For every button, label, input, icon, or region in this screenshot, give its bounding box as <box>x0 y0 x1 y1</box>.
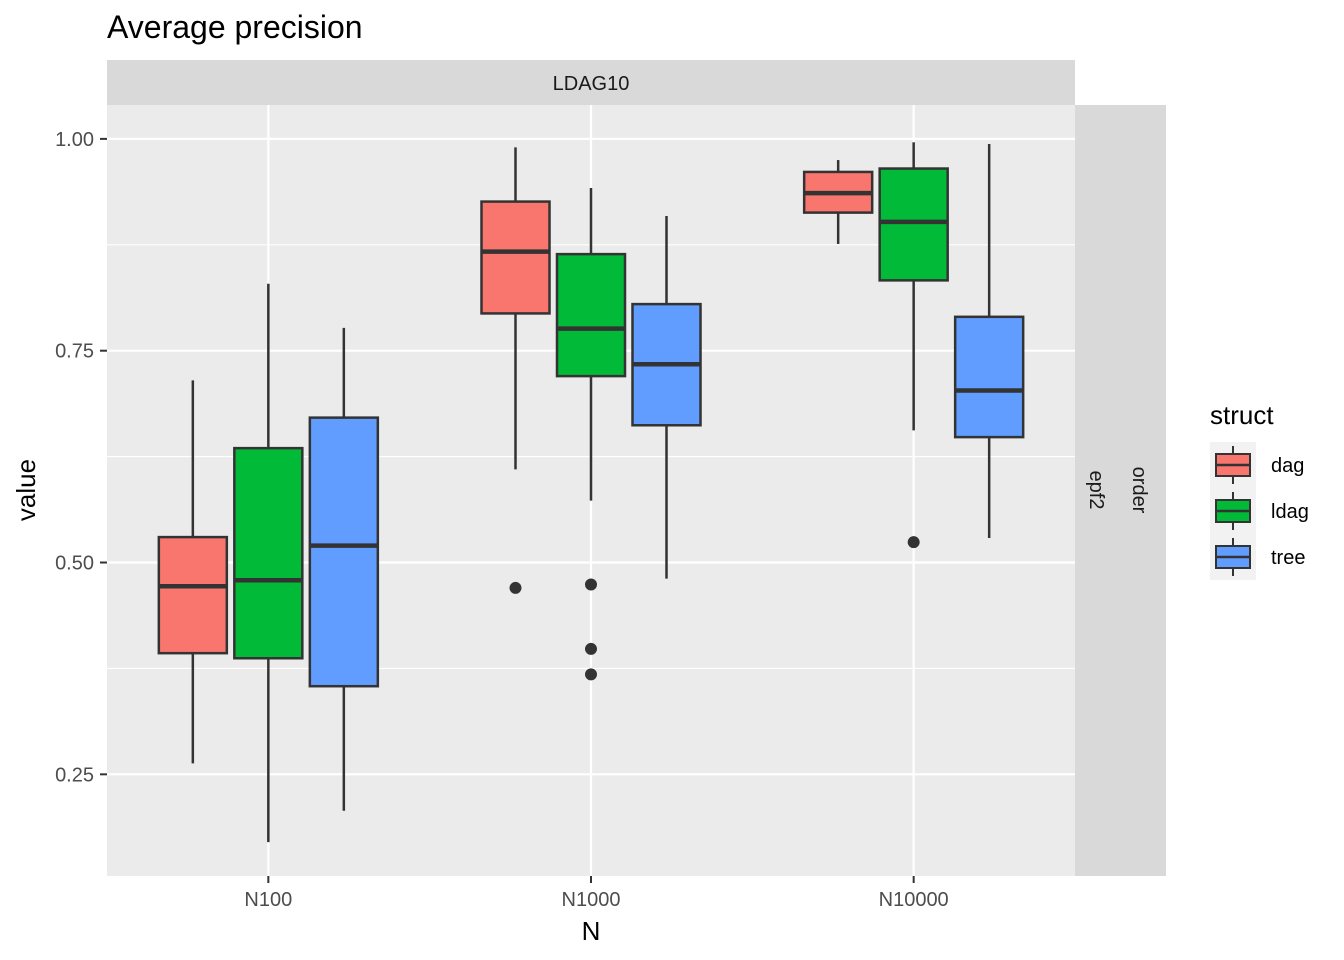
box-iqr <box>233 446 304 660</box>
y-tick-label: 0.25 <box>55 764 94 786</box>
box-dag-N10000 <box>802 160 874 244</box>
chart-title: Average precision <box>107 9 363 45</box>
outlier-point <box>907 536 920 549</box>
y-tick-label: 1.00 <box>55 129 94 151</box>
facet-strip-top-label: LDAG10 <box>553 73 630 95</box>
box-iqr <box>555 252 627 378</box>
x-tick-label: N10000 <box>879 889 949 911</box>
legend: dag ldag tree <box>1210 442 1309 580</box>
box-iqr <box>953 315 1025 439</box>
x-tick-label: N100 <box>244 889 292 911</box>
box-ldag-N100 <box>233 283 304 843</box>
box-tree-N10000 <box>953 143 1025 538</box>
x-tick-label: N1000 <box>562 889 621 911</box>
legend-title: struct <box>1210 400 1274 430</box>
legend-label: ldag <box>1271 501 1309 523</box>
box-iqr <box>480 200 551 315</box>
box-groups <box>157 142 1025 843</box>
box-iqr <box>308 416 380 688</box>
legend-item-dag: dag <box>1210 442 1304 488</box>
legend-item-tree: tree <box>1210 534 1305 580</box>
box-iqr <box>157 535 229 655</box>
box-tree-N100 <box>308 327 380 811</box>
box-dag-N100 <box>157 380 229 764</box>
box-ldag-N1000 <box>555 188 627 681</box>
outlier-point <box>509 581 522 594</box>
x-axis: N100 N1000 N10000 <box>244 876 949 911</box>
y-axis-title: value <box>11 459 41 521</box>
legend-item-ldag: ldag <box>1210 488 1309 534</box>
legend-label: dag <box>1271 455 1304 477</box>
outlier-point <box>585 668 597 681</box>
box-tree-N1000 <box>631 215 702 579</box>
outlier-point <box>585 642 597 655</box>
x-axis-title: N <box>582 916 601 946</box>
box-ldag-N10000 <box>878 142 949 549</box>
box-dag-N1000 <box>480 147 551 594</box>
facet-strip-right-label-2: epf2 <box>1085 471 1107 510</box>
box-iqr <box>878 167 949 282</box>
y-axis: 0.25 0.50 0.75 1.00 <box>55 129 107 786</box>
facet-strip-top <box>107 60 1075 105</box>
legend-label: tree <box>1271 547 1305 569</box>
facet-strip-right-label-1: order <box>1128 467 1150 514</box>
outlier-point <box>585 578 597 591</box>
y-tick-label: 0.75 <box>55 341 94 363</box>
y-tick-label: 0.50 <box>55 553 94 575</box>
facet-strip-right <box>1075 105 1166 876</box>
